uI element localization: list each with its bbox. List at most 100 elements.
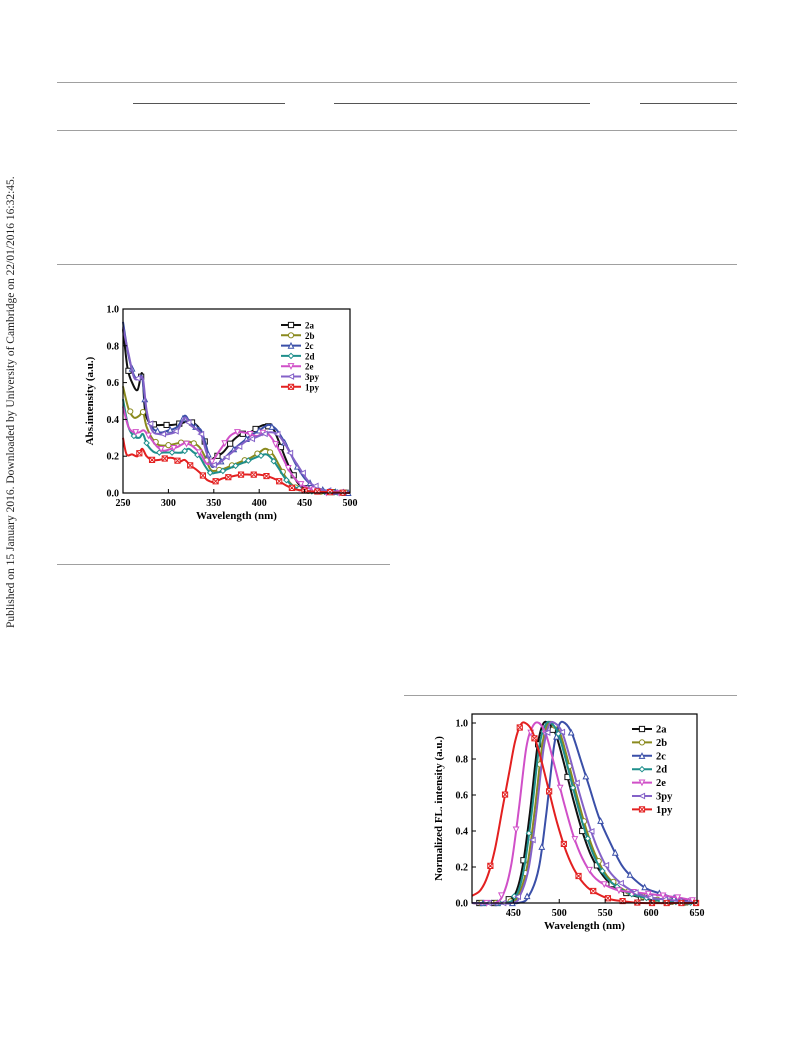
- table-top-rule: [57, 82, 737, 83]
- series-marker-1py: [187, 462, 194, 469]
- series-marker-2c: [611, 848, 619, 856]
- series-marker-2c: [597, 817, 604, 824]
- series-marker-1py: [263, 472, 270, 480]
- legend-label-2c: 2c: [656, 751, 666, 762]
- y-tick-label: 0.8: [456, 755, 469, 766]
- series-marker-3py: [558, 728, 566, 736]
- fluorescence-chart: 450 500 550 600 650 0.0 0.2 0.4 0.6 0.8 1.0 Wavelen…: [425, 708, 715, 944]
- series-marker-2e: [644, 890, 652, 898]
- legend-marker-2b: [638, 739, 646, 746]
- series-marker-2e: [246, 431, 254, 438]
- series-marker-3py: [514, 893, 522, 901]
- legend-marker-2e: [638, 779, 646, 787]
- legend-item-1py: 1py: [281, 382, 320, 392]
- series-marker-2e: [571, 836, 579, 843]
- series-marker-3py: [159, 430, 167, 438]
- table-mid-rule: [57, 130, 737, 131]
- x-tick-label: 450: [506, 908, 521, 919]
- series-line-2e: [471, 721, 698, 905]
- series-marker-3py: [631, 889, 639, 896]
- publication-note-text: Published on 15 January 2016. Downloaded…: [5, 176, 17, 628]
- table-column-rule-1: [133, 103, 285, 104]
- x-tick-label: 350: [206, 498, 221, 509]
- y-tick-label: 0.2: [107, 452, 120, 463]
- legend-marker-2b: [287, 332, 295, 339]
- legend-label-2a: 2a: [305, 321, 315, 331]
- series-marker-2e: [170, 444, 178, 452]
- series-marker-2c: [641, 883, 649, 891]
- series-marker-3py: [528, 836, 536, 844]
- series-marker-3py: [133, 374, 141, 382]
- series-marker-3py: [299, 469, 306, 477]
- series-marker-2d: [168, 449, 176, 456]
- series-marker-1py: [546, 788, 553, 795]
- series-2b: [122, 386, 351, 496]
- x-tick-label: 300: [161, 498, 176, 509]
- x-tick-label: 500: [552, 908, 567, 919]
- legend-label-3py: 3py: [305, 372, 320, 382]
- legend-item-2a: 2a: [281, 321, 315, 331]
- series-marker-2d: [599, 867, 606, 875]
- series-marker-3py: [260, 430, 268, 438]
- legend-item-1py: 1py: [632, 805, 673, 816]
- series-marker-3py: [602, 861, 610, 869]
- series-marker-2e: [221, 440, 229, 448]
- series-marker-3py: [273, 430, 281, 438]
- series-marker-3py: [184, 419, 192, 426]
- y-tick-label: 0.0: [456, 899, 469, 910]
- series-3py: [122, 327, 351, 496]
- legend-item-2d: 2d: [281, 351, 315, 361]
- legend-item-2b: 2b: [632, 738, 667, 749]
- series-marker-2d: [232, 462, 239, 470]
- series-marker-3py: [146, 420, 154, 428]
- x-tick-label: 600: [644, 908, 659, 919]
- y-tick-label: 0.6: [107, 378, 120, 389]
- series-marker-2e: [157, 446, 165, 453]
- legend-marker-2d: [287, 352, 295, 360]
- series-marker-3py: [286, 449, 294, 457]
- legend-label-2b: 2b: [656, 738, 667, 749]
- series-line-2e: [122, 406, 351, 495]
- series-marker-2e: [195, 449, 203, 457]
- series-1py: [122, 437, 351, 496]
- series-marker-3py: [171, 427, 179, 435]
- legend-label-2a: 2a: [656, 725, 667, 736]
- plot-frame: [471, 713, 698, 904]
- table-column-rule-2: [334, 103, 590, 104]
- series-line-2a: [122, 329, 351, 494]
- legend-label-2b: 2b: [305, 331, 315, 341]
- legend-label-2d: 2d: [656, 765, 667, 776]
- legend-label-2d: 2d: [305, 351, 315, 361]
- y-tick-label: 0.0: [107, 489, 120, 500]
- series-marker-2c: [626, 870, 634, 878]
- series-1py: [471, 721, 700, 907]
- series-marker-1py: [531, 735, 538, 742]
- series-marker-2c: [523, 892, 531, 900]
- legend-label-2e: 2e: [305, 362, 314, 372]
- legend-marker-2c: [638, 752, 646, 759]
- series-marker-1py: [560, 840, 567, 848]
- series-marker-2e: [284, 465, 292, 472]
- plot-frame: [122, 308, 351, 494]
- series-2c: [471, 720, 698, 907]
- series-marker-2e: [674, 894, 682, 902]
- legend-marker-2a: [638, 725, 646, 733]
- legend-label-3py: 3py: [656, 792, 673, 803]
- series-marker-2d: [525, 829, 533, 837]
- x-tick-label: 500: [343, 498, 358, 509]
- series-marker-3py: [543, 729, 551, 737]
- series-marker-1py: [575, 872, 582, 880]
- y-tick-label: 1.0: [456, 719, 469, 730]
- series-marker-2e: [132, 429, 140, 436]
- series-line-2d: [122, 399, 351, 494]
- series-marker-1py: [148, 456, 156, 463]
- series-marker-2e: [659, 892, 667, 900]
- series-marker-1py: [237, 471, 245, 478]
- series-marker-2b: [165, 442, 172, 449]
- series-marker-1py: [212, 478, 219, 485]
- series-marker-3py: [235, 443, 243, 451]
- series-marker-1py: [487, 862, 494, 869]
- legend-item-3py: 3py: [632, 792, 673, 803]
- series-marker-2e: [183, 440, 190, 448]
- series-marker-2e: [600, 881, 608, 889]
